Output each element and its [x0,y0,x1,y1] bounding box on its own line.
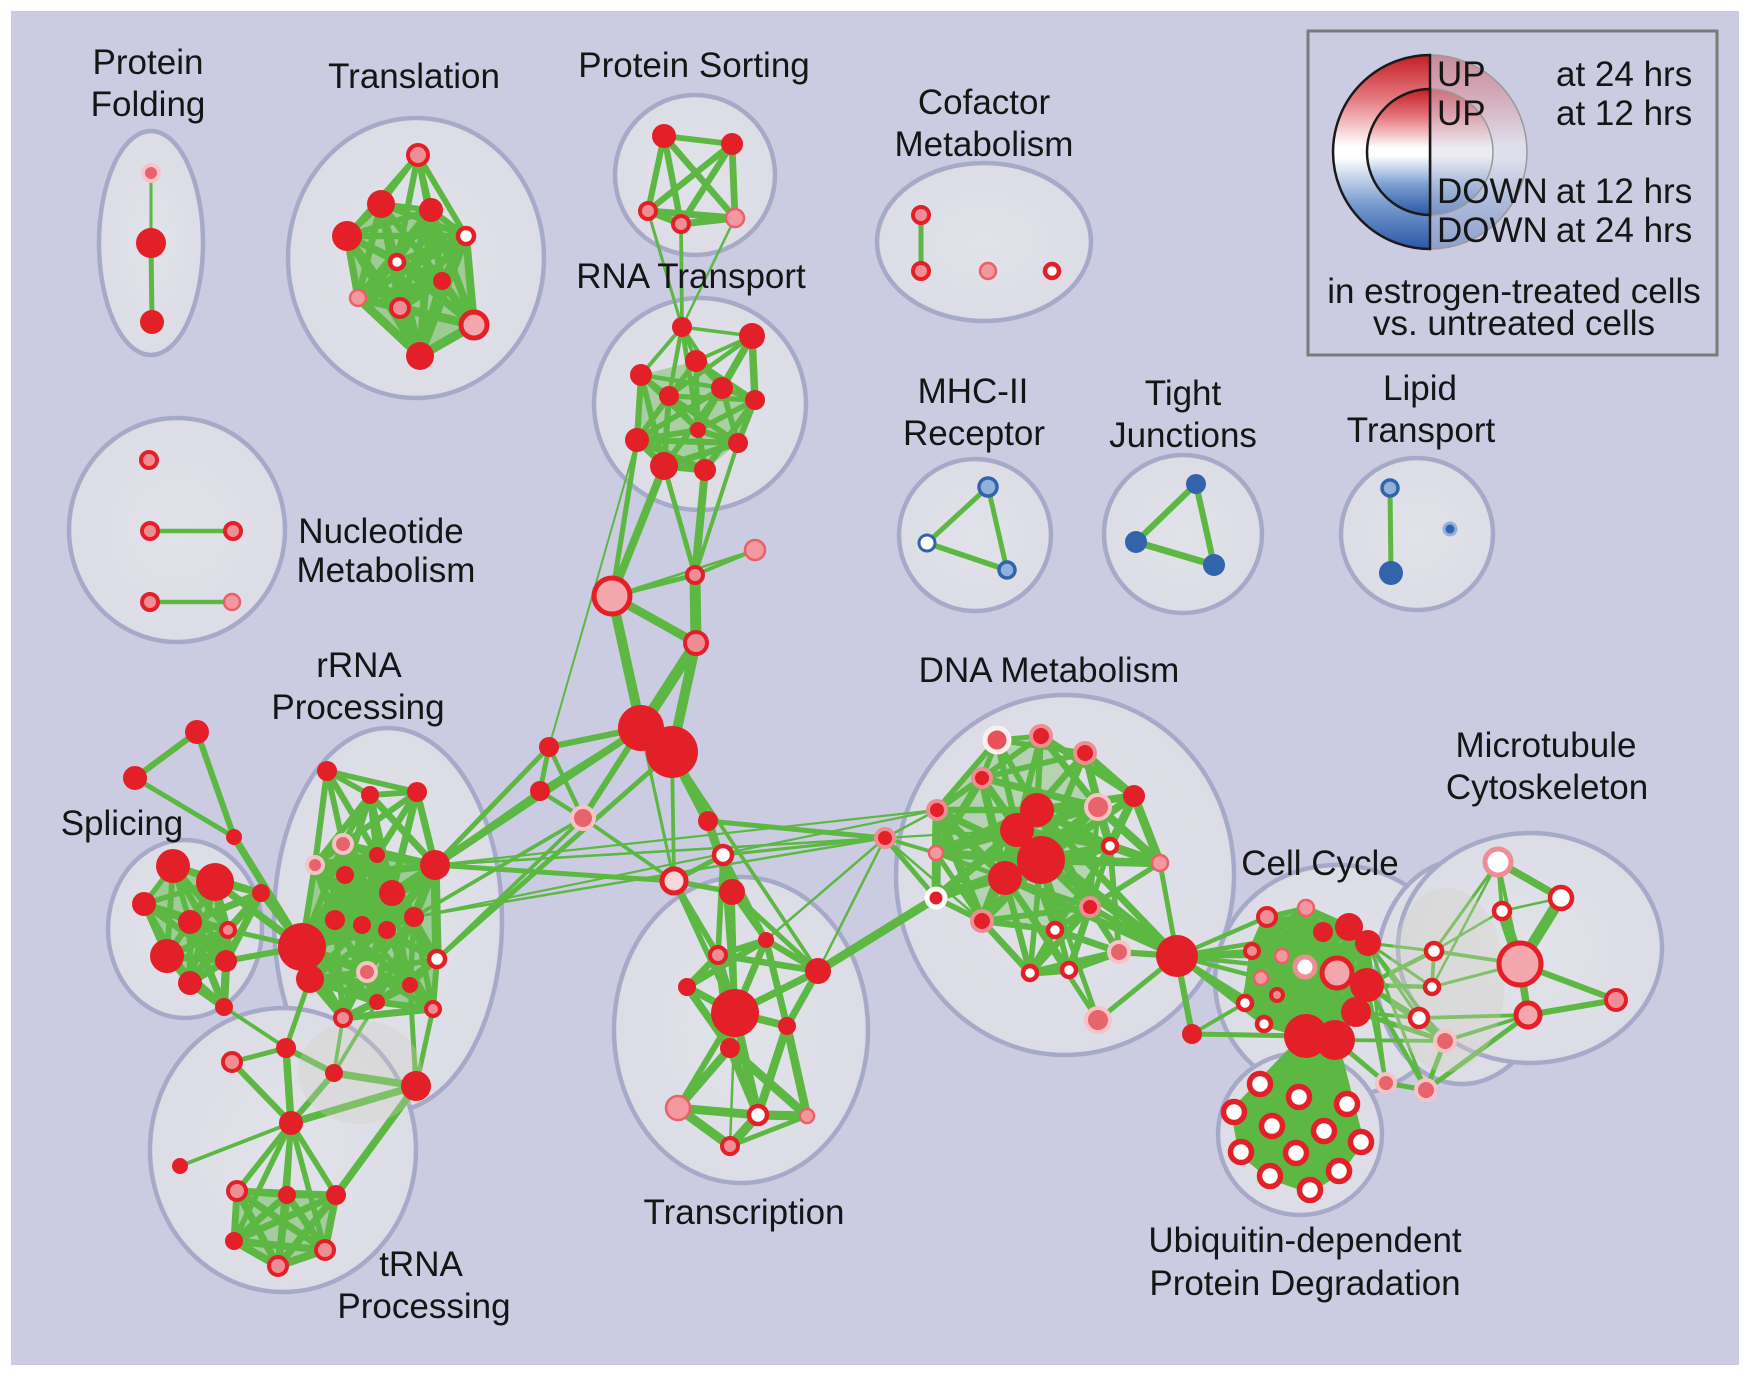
svg-text:at 24 hrs: at 24 hrs [1556,211,1692,250]
svg-text:DNA Metabolism: DNA Metabolism [919,651,1180,690]
svg-text:Lipid: Lipid [1383,369,1457,408]
svg-text:Receptor: Receptor [903,414,1045,453]
svg-text:at 24 hrs: at 24 hrs [1556,55,1692,94]
svg-text:Transcription: Transcription [644,1193,845,1232]
svg-text:Cell Cycle: Cell Cycle [1241,844,1399,883]
svg-text:in estrogen-treated cells: in estrogen-treated cells [1327,272,1701,311]
svg-text:Junctions: Junctions [1109,416,1257,455]
svg-text:Tight: Tight [1145,374,1222,413]
svg-text:Microtubule: Microtubule [1456,726,1637,765]
svg-text:RNA Transport: RNA Transport [576,257,806,296]
svg-text:MHC-II: MHC-II [918,372,1029,411]
svg-text:Protein Degradation: Protein Degradation [1149,1264,1460,1303]
svg-text:DOWN: DOWN [1437,211,1548,250]
svg-text:Metabolism: Metabolism [297,551,476,590]
svg-text:rRNA: rRNA [316,646,402,685]
svg-text:UP: UP [1437,55,1486,94]
svg-text:DOWN: DOWN [1437,172,1548,211]
svg-text:Processing: Processing [271,688,444,727]
svg-text:Transport: Transport [1347,411,1496,450]
svg-text:vs. untreated cells: vs. untreated cells [1373,304,1655,343]
svg-text:Metabolism: Metabolism [895,125,1074,164]
svg-text:Processing: Processing [337,1287,510,1326]
svg-text:Protein: Protein [93,43,204,82]
svg-text:Folding: Folding [91,85,206,124]
svg-text:Cytoskeleton: Cytoskeleton [1446,768,1648,807]
svg-text:Cofactor: Cofactor [918,83,1051,122]
svg-text:Translation: Translation [328,57,500,96]
svg-text:tRNA: tRNA [379,1245,463,1284]
svg-text:at 12 hrs: at 12 hrs [1556,94,1692,133]
svg-text:Nucleotide: Nucleotide [298,512,463,551]
svg-text:Protein Sorting: Protein Sorting [578,46,810,85]
svg-text:Ubiquitin-dependent: Ubiquitin-dependent [1148,1221,1462,1260]
svg-text:UP: UP [1437,94,1486,133]
svg-text:Splicing: Splicing [61,804,184,843]
svg-text:at 12 hrs: at 12 hrs [1556,172,1692,211]
